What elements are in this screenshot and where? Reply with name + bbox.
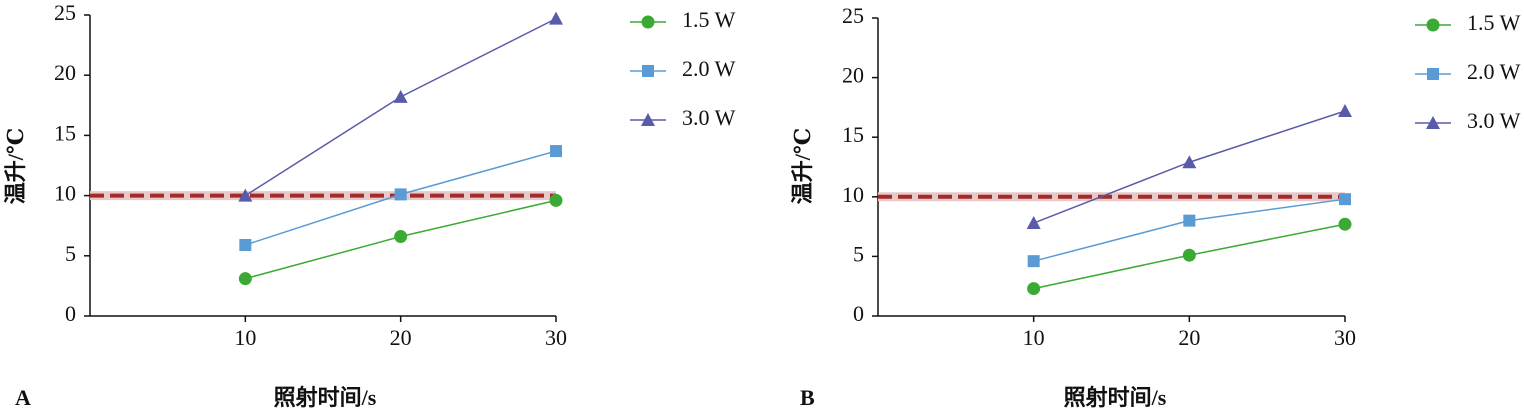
- x-tick-label: 10: [1023, 325, 1045, 350]
- marker: [1339, 193, 1351, 206]
- panel-label: B: [800, 385, 815, 410]
- x-tick-label: 20: [390, 325, 412, 350]
- marker: [394, 188, 407, 201]
- y-tick-label: 20: [842, 63, 864, 88]
- marker: [550, 145, 562, 158]
- marker: [1182, 248, 1196, 262]
- x-tick-label: 10: [234, 325, 256, 350]
- marker: [394, 230, 408, 244]
- marker: [1027, 282, 1041, 296]
- chart-panel: 0 5 10 15 20 25 10 20 30 1.5 W 2.0 W 3.0 W A 照射时间/s 温升…: [3, 0, 736, 410]
- marker: [549, 193, 563, 207]
- legend-label: 2.0 W: [1467, 59, 1521, 84]
- y-tick-label: 20: [54, 60, 76, 85]
- y-axis-label: 温升/℃: [790, 128, 815, 204]
- legend-marker: [1426, 116, 1440, 129]
- y-tick-label: 10: [54, 181, 76, 206]
- legend-label: 3.0 W: [1467, 108, 1521, 133]
- marker: [1182, 155, 1197, 169]
- y-axis-label: 温升/℃: [3, 128, 28, 204]
- y-tick-label: 25: [842, 3, 864, 28]
- y-tick-label: 5: [853, 241, 864, 266]
- y-tick-label: 25: [54, 0, 76, 25]
- x-tick-label: 30: [545, 325, 567, 350]
- marker: [1338, 103, 1352, 117]
- marker: [393, 89, 408, 103]
- marker: [1183, 214, 1196, 227]
- legend-label: 1.5 W: [682, 7, 736, 32]
- series-line: [244, 17, 557, 197]
- legend-label: 1.5 W: [1467, 10, 1521, 35]
- legend-label: 2.0 W: [682, 56, 736, 81]
- y-tick-label: 15: [54, 120, 76, 145]
- marker: [1026, 216, 1041, 230]
- legend-marker: [1426, 18, 1440, 32]
- y-tick-label: 15: [842, 122, 864, 147]
- marker: [238, 272, 252, 286]
- y-tick-label: 10: [842, 182, 864, 207]
- legend-marker: [641, 113, 655, 126]
- y-tick-label: 5: [65, 241, 76, 266]
- legend-marker: [642, 65, 654, 77]
- marker: [549, 11, 563, 25]
- marker: [1338, 217, 1352, 231]
- legend-label: 3.0 W: [682, 105, 736, 130]
- x-axis-label: 照射时间/s: [274, 385, 377, 410]
- y-tick-label: 0: [853, 301, 864, 326]
- legend-marker: [1427, 68, 1439, 80]
- legend-marker: [641, 15, 655, 29]
- x-tick-label: 30: [1334, 325, 1356, 350]
- marker: [1027, 255, 1040, 268]
- panel-label: A: [15, 385, 31, 410]
- chart-panel: 0 5 10 15 20 25 10 20 30 1.5 W 2.0 W 3.0 W B 照射时间/s 温升…: [790, 3, 1521, 410]
- x-tick-label: 20: [1178, 325, 1200, 350]
- marker: [238, 188, 253, 202]
- y-tick-label: 0: [65, 301, 76, 326]
- marker: [239, 238, 252, 251]
- x-axis-label: 照射时间/s: [1064, 385, 1167, 410]
